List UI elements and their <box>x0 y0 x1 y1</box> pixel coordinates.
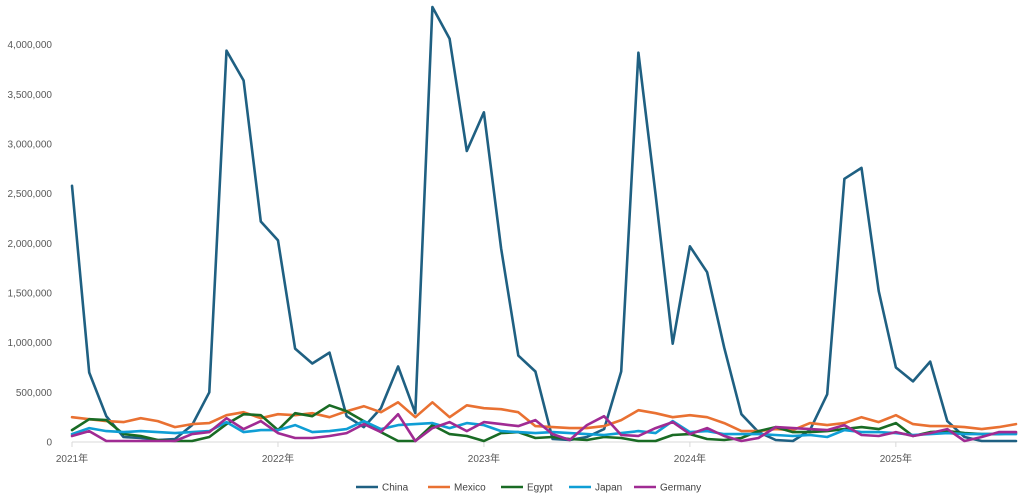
y-tick-label: 2,000,000 <box>8 239 53 250</box>
y-axis-tick-labels: 0 500,000 1,000,000 1,500,000 2,000,000 2,500… <box>8 40 53 448</box>
legend-label: China <box>382 483 409 494</box>
y-tick-label: 0 <box>46 438 52 449</box>
x-axis: 2021年 2022年 2023年 2024年 2025年 <box>56 441 1016 465</box>
legend-item-egypt: Egypt <box>501 483 553 494</box>
legend-label: Germany <box>660 483 701 494</box>
legend: China Mexico Egypt Japan Germany <box>356 483 701 494</box>
legend-label: Egypt <box>527 483 553 494</box>
x-tick-label: 2021年 <box>56 452 88 465</box>
y-tick-label: 3,500,000 <box>8 90 53 101</box>
x-tick-label: 2022年 <box>262 452 294 465</box>
legend-item-japan: Japan <box>569 483 622 494</box>
y-tick-label: 1,500,000 <box>8 289 53 300</box>
x-tick-label: 2023年 <box>468 452 500 465</box>
y-tick-label: 2,500,000 <box>8 189 53 200</box>
series-lines <box>70 5 1018 443</box>
series-line-china <box>70 5 1018 443</box>
y-tick-label: 500,000 <box>16 388 53 399</box>
legend-label: Japan <box>595 483 622 494</box>
y-tick-label: 1,000,000 <box>8 338 53 349</box>
legend-item-germany: Germany <box>634 483 701 494</box>
legend-item-mexico: Mexico <box>428 483 486 494</box>
x-tick-label: 2025年 <box>880 452 912 465</box>
x-tick-label: 2024年 <box>674 452 706 465</box>
y-tick-label: 3,000,000 <box>8 140 53 151</box>
legend-item-china: China <box>356 483 409 494</box>
series-line-germany <box>70 412 1018 443</box>
legend-label: Mexico <box>454 483 486 494</box>
y-tick-label: 4,000,000 <box>8 40 53 51</box>
series-line-japan <box>70 419 1018 439</box>
